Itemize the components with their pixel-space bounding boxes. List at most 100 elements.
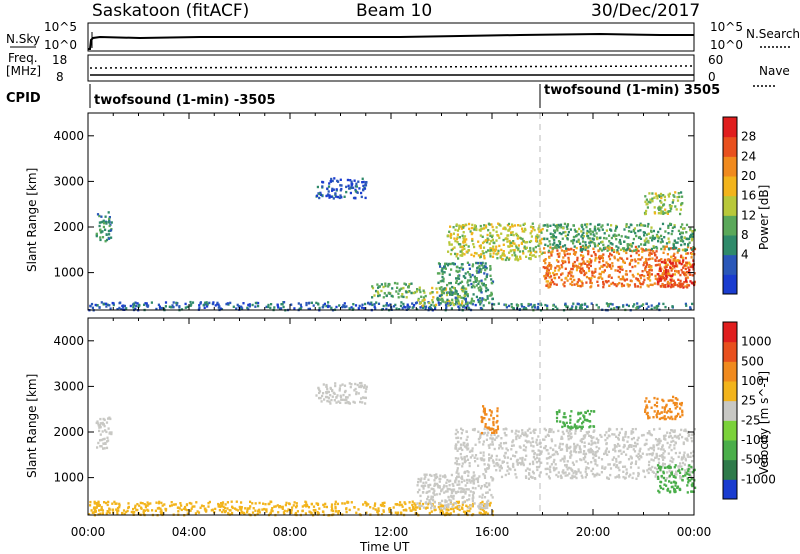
data-cell: [669, 417, 672, 420]
data-cell: [498, 444, 501, 447]
data-cell: [612, 463, 616, 467]
data-cell: [491, 440, 494, 444]
data-cell: [568, 434, 571, 437]
data-cell: [218, 503, 221, 507]
data-cell: [573, 235, 576, 239]
y-tick-label: 3000: [53, 379, 84, 393]
data-cell: [477, 271, 480, 274]
data-cell: [466, 301, 469, 304]
data-cell: [90, 302, 94, 306]
data-cell: [424, 507, 427, 510]
data-cell: [441, 488, 444, 491]
data-cell: [453, 237, 456, 240]
data-cell: [466, 499, 469, 502]
data-cell: [653, 206, 656, 209]
data-cell: [650, 307, 653, 311]
data-cell: [686, 468, 689, 471]
data-cell: [468, 267, 471, 270]
data-cell: [615, 227, 618, 230]
data-cell: [352, 303, 355, 306]
data-cell: [345, 398, 348, 402]
data-cell: [547, 249, 551, 253]
data-cell: [583, 441, 586, 444]
data-cell: [622, 260, 625, 264]
data-cell: [622, 475, 625, 479]
data-cell: [506, 465, 510, 468]
data-cell: [630, 437, 634, 441]
data-cell: [680, 268, 683, 272]
data-cell: [479, 306, 482, 310]
data-cell: [251, 303, 254, 307]
data-cell: [222, 509, 225, 512]
data-cell: [444, 490, 448, 493]
data-cell: [567, 256, 570, 260]
data-cell: [97, 501, 100, 504]
data-cell: [529, 225, 533, 229]
data-cell: [469, 490, 472, 493]
data-cell: [650, 406, 653, 409]
data-cell: [516, 463, 519, 466]
data-cell: [661, 240, 664, 243]
data-cell: [324, 502, 327, 506]
data-cell: [680, 239, 683, 243]
data-cell: [586, 265, 589, 268]
data-cell: [620, 257, 623, 260]
data-cell: [180, 308, 184, 311]
data-cell: [670, 279, 673, 283]
data-cell: [539, 250, 542, 253]
data-cell: [144, 302, 147, 305]
data-cell: [578, 306, 582, 310]
data-cell: [441, 275, 444, 279]
data-cell: [188, 501, 191, 505]
data-cell: [491, 496, 494, 499]
data-cell: [582, 434, 585, 438]
data-cell: [339, 194, 342, 197]
data-cell: [416, 506, 419, 509]
data-cell: [629, 243, 632, 246]
data-cell: [546, 223, 549, 226]
data-cell: [673, 447, 676, 450]
data-cell: [684, 302, 687, 306]
data-cell: [396, 282, 399, 285]
data-cell: [155, 307, 158, 311]
data-cell: [477, 430, 480, 433]
data-cell: [681, 260, 684, 264]
data-cell: [572, 224, 575, 227]
data-cell: [451, 482, 454, 486]
data-cell: [632, 249, 635, 252]
data-cell: [690, 470, 693, 474]
data-cell: [461, 234, 464, 237]
data-cell: [654, 264, 657, 267]
data-cell: [485, 505, 488, 509]
data-cell: [667, 195, 671, 198]
data-cell: [597, 242, 600, 245]
data-cell: [290, 303, 293, 306]
data-cell: [489, 234, 492, 237]
data-cell: [655, 233, 659, 237]
data-cell: [479, 507, 482, 511]
data-cell: [533, 303, 536, 307]
data-cell: [673, 239, 676, 243]
data-cell: [216, 301, 219, 305]
data-cell: [283, 301, 286, 304]
data-cell: [140, 507, 143, 510]
data-cell: [654, 192, 657, 195]
data-cell: [483, 417, 486, 420]
data-cell: [492, 252, 495, 255]
data-cell: [489, 255, 492, 258]
data-cell: [443, 484, 446, 487]
data-cell: [635, 234, 638, 238]
data-cell: [660, 454, 664, 457]
data-cell: [466, 435, 469, 439]
data-cell: [456, 241, 459, 244]
data-cell: [479, 487, 483, 490]
data-cell: [680, 254, 683, 257]
data-cell: [508, 227, 511, 231]
data-cell: [479, 262, 483, 265]
data-cell: [617, 252, 621, 255]
data-cell: [622, 439, 625, 442]
data-cell: [462, 443, 465, 447]
data-cell: [537, 449, 540, 452]
data-cell: [320, 400, 323, 403]
data-cell: [569, 414, 572, 418]
